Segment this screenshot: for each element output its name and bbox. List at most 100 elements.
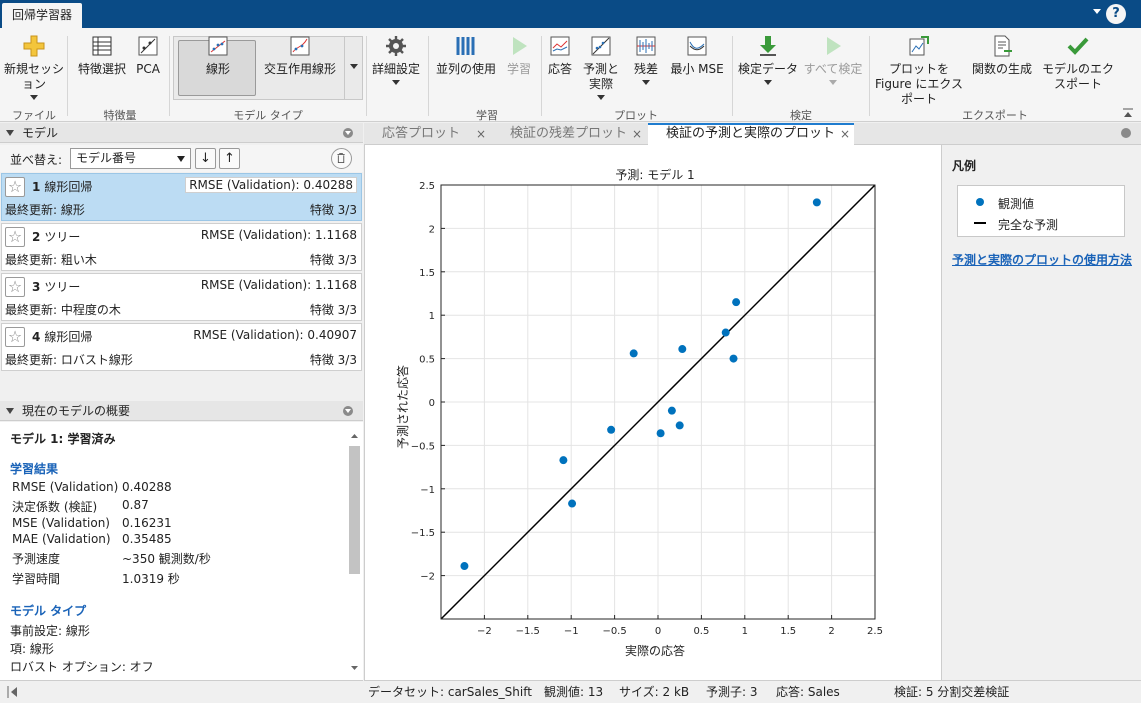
app-tab[interactable]: 回帰学習器 (2, 3, 83, 28)
result-value: ~350 観測数/秒 (122, 552, 211, 566)
status-validation: 検証: 5 分割交差検証 (894, 685, 1010, 699)
observation-point (559, 456, 568, 465)
tab-response-plot[interactable]: 応答プロット × (364, 123, 490, 145)
left-status-bar (0, 680, 363, 703)
new-session-button[interactable]: 新規セッション (4, 34, 64, 100)
summary-model-title: モデル 1: 学習済み (10, 432, 116, 446)
panel-options-icon[interactable] (343, 128, 353, 138)
plot-tabs: 応答プロット × 検証の残差プロット × 検証の予測と実際のプロット × (364, 123, 1141, 145)
y-tick-label: 1.5 (419, 268, 435, 279)
scrollbar-thumb[interactable] (349, 446, 360, 574)
model-item-3[interactable]: ☆ 3 ツリー RMSE (Validation): 1.1168 最終更新: 中… (1, 273, 362, 321)
legend-perfect-prediction: 完全な予測 (998, 218, 1059, 232)
help-dropdown-icon[interactable] (1093, 9, 1101, 14)
model-rmse: RMSE (Validation): 1.1168 (200, 278, 357, 292)
predicted-actual-label: 予測と実際 (582, 62, 619, 91)
training-results-heading[interactable]: 学習結果 (10, 462, 59, 476)
plus-icon (23, 35, 45, 57)
collapse-triangle-icon[interactable] (6, 408, 14, 414)
y-tick-label: 1 (429, 311, 435, 322)
axes-frame (440, 184, 876, 620)
favorite-star-icon[interactable]: ☆ (5, 177, 25, 197)
panel-options-icon[interactable] (1121, 128, 1131, 138)
advanced-button[interactable]: 詳細設定 (370, 34, 422, 85)
x-tick-label: −1 (564, 626, 579, 637)
model-rmse: RMSE (Validation): 0.40288 (185, 177, 357, 193)
model-last-change: 最終更新: ロバスト線形 (5, 353, 133, 367)
observation-point (667, 406, 676, 415)
collapse-triangle-icon[interactable] (6, 130, 14, 136)
summary-scrollbar[interactable] (348, 430, 361, 674)
min-mse-label: 最小 MSE (670, 62, 724, 76)
y-tick-label: 2.5 (419, 181, 435, 192)
plot-help-link[interactable]: 予測と実際のプロットの使用方法 (952, 253, 1133, 267)
panel-options-icon[interactable] (343, 406, 353, 416)
residuals-button[interactable]: 残差 (629, 34, 663, 85)
favorite-star-icon[interactable]: ☆ (5, 227, 25, 247)
observation-point (812, 198, 821, 207)
help-button[interactable]: ? (1106, 4, 1126, 24)
test-all-button[interactable]: すべて検定 (803, 34, 863, 85)
tab-predicted-actual-plot[interactable]: 検証の予測と実際のプロット × (648, 123, 854, 145)
response-plot-button[interactable]: 応答 (545, 34, 575, 77)
gallery-expand-button[interactable] (344, 36, 363, 100)
min-mse-icon (687, 36, 707, 56)
model-item-1[interactable]: ☆ 1 線形回帰 RMSE (Validation): 0.40288 最終更新:… (1, 173, 362, 221)
legend-title: 凡例 (952, 159, 977, 173)
play-icon (513, 37, 527, 55)
export-plot-button[interactable]: プロットを Figure にエクスポート (873, 34, 965, 107)
model-item-2[interactable]: ☆ 2 ツリー RMSE (Validation): 1.1168 最終更新: 粗… (1, 223, 362, 271)
group-test-label: 検定 (790, 109, 812, 122)
export-model-button[interactable]: モデルのエクスポート (1040, 34, 1116, 92)
test-data-label: 検定データ (738, 62, 799, 76)
summary-panel-header[interactable]: 現在のモデルの概要 (0, 401, 363, 421)
close-icon[interactable]: × (631, 127, 642, 141)
interactions-linear-icon (290, 36, 310, 56)
tab-residuals-plot[interactable]: 検証の残差プロット × (492, 123, 646, 145)
toolstrip: 新規セッション ファイル 特徴選択 PCA 特徴量 線形 交互作用線形 モデル … (0, 28, 1141, 122)
model-item-4[interactable]: ☆ 4 線形回帰 RMSE (Validation): 0.40907 最終更新:… (1, 323, 362, 371)
observation-point (607, 425, 616, 434)
models-panel-header[interactable]: モデル (0, 123, 363, 143)
interactions-linear-button[interactable]: 交互作用線形 (262, 34, 338, 77)
observation-point (675, 421, 684, 430)
sort-select[interactable]: モデル番号 (70, 148, 191, 169)
result-value: 0.16231 (122, 516, 172, 530)
checkmark-icon (1067, 37, 1089, 55)
delete-model-button[interactable] (331, 148, 352, 169)
x-tick-label: −2 (477, 626, 492, 637)
feature-selection-button[interactable]: 特徴選択 (74, 34, 130, 77)
favorite-star-icon[interactable]: ☆ (5, 277, 25, 297)
test-data-button[interactable]: 検定データ (738, 34, 798, 85)
sort-select-value: モデル番号 (76, 151, 137, 165)
collapse-ribbon-icon[interactable] (1123, 108, 1133, 118)
use-parallel-button[interactable]: 並列の使用 (434, 34, 498, 77)
train-button[interactable]: 学習 (502, 34, 536, 77)
model-type-heading[interactable]: モデル タイプ (10, 604, 87, 618)
sort-descending-button[interactable]: ↑ (219, 148, 240, 169)
collapse-left-icon[interactable] (6, 685, 20, 699)
x-tick-label: −0.5 (602, 626, 626, 637)
model-features: 特徴 3/3 (309, 303, 357, 317)
feature-selection-label: 特徴選択 (77, 62, 126, 76)
use-parallel-label: 並列の使用 (435, 62, 496, 76)
group-plots-label: プロット (614, 109, 658, 122)
tab-label: 応答プロット (382, 126, 461, 141)
close-icon[interactable]: × (475, 127, 486, 141)
generate-function-label: 関数の生成 (971, 62, 1032, 76)
perfect-prediction-line (440, 184, 876, 620)
min-mse-button[interactable]: 最小 MSE (668, 34, 726, 77)
pca-button[interactable]: PCA (133, 34, 163, 77)
observation-point (656, 429, 665, 438)
status-size: サイズ: 2 kB (619, 685, 690, 699)
result-value: 1.0319 秒 (122, 572, 180, 586)
predicted-actual-button[interactable]: 予測と実際 (581, 34, 621, 100)
favorite-star-icon[interactable]: ☆ (5, 327, 25, 347)
predicted-vs-actual-chart[interactable]: 予測: モデル 1 実際の応答 予測された応答 −2 −1.5 −1 −0.5 0 0.5… (365, 145, 942, 680)
linear-model-tile[interactable]: 線形 (179, 34, 257, 77)
test-all-label: すべて検定 (803, 62, 863, 76)
sort-ascending-button[interactable]: ↓ (195, 148, 216, 169)
generate-function-button[interactable]: 関数の生成 (970, 34, 1034, 77)
close-icon[interactable]: × (839, 127, 850, 141)
x-tick-label: 1 (742, 626, 748, 637)
